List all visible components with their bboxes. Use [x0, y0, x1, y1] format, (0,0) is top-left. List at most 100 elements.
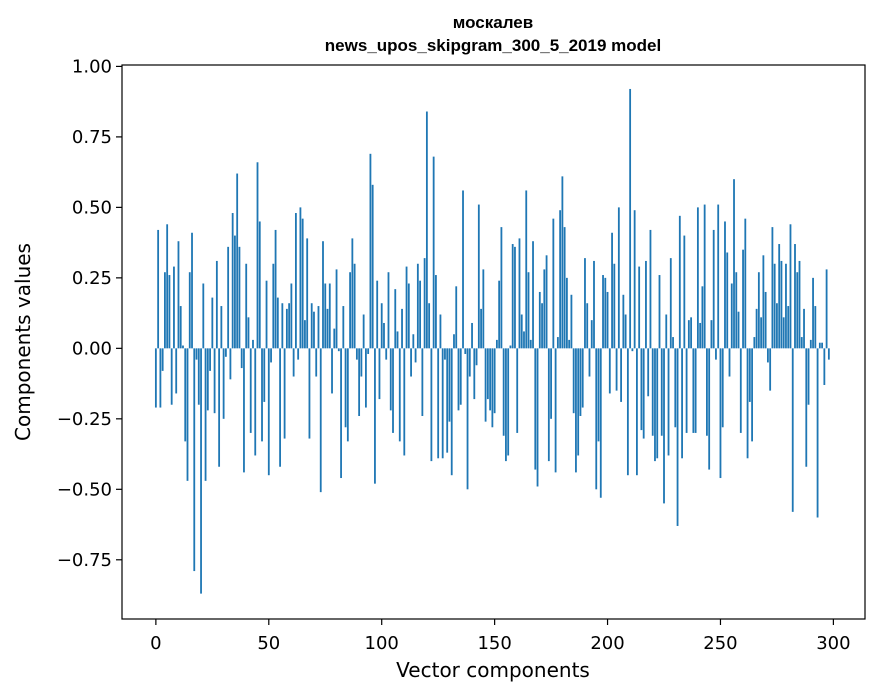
bar-107: [396, 331, 399, 349]
bar-125: [437, 348, 440, 459]
bar-204: [615, 348, 618, 391]
bar-198: [602, 275, 604, 349]
bar-2: [159, 348, 162, 408]
bar-288: [805, 348, 808, 467]
x-axis-ticks: 0 50 100 150 200 250 300: [150, 619, 851, 654]
chart-title-line-1: москалев: [453, 13, 533, 32]
bar-13: [184, 348, 187, 442]
bar-268: [760, 317, 763, 349]
bar-92: [362, 314, 365, 349]
bar-170: [538, 291, 541, 349]
bar-118: [421, 348, 424, 416]
bar-132: [453, 334, 455, 349]
bar-241: [699, 322, 702, 349]
bar-240: [696, 207, 699, 349]
bar-234: [683, 235, 686, 349]
bar-151: [495, 339, 498, 349]
bar-74: [322, 241, 324, 349]
bar-267: [757, 272, 760, 349]
bar-168: [534, 348, 537, 470]
bar-293: [816, 348, 819, 518]
bar-275: [776, 303, 778, 349]
bar-214: [638, 266, 641, 349]
bar-18: [195, 348, 198, 360]
bar-178: [556, 337, 559, 349]
bar-179: [559, 210, 562, 349]
bar-289: [807, 348, 810, 405]
bar-115: [414, 348, 417, 363]
bar-166: [529, 339, 532, 349]
bar-158: [511, 244, 514, 349]
bar-53: [274, 229, 277, 349]
bar-21: [202, 283, 205, 349]
bar-136: [462, 190, 464, 349]
bar-149: [491, 348, 494, 428]
y-axis-ticks: −0.75 −0.50 −0.25 0.00 0.25 0.50 0.75 1.00: [57, 56, 122, 571]
bar-247: [712, 229, 715, 349]
bar-146: [484, 348, 487, 422]
bar-44: [254, 348, 257, 456]
bar-200: [606, 291, 609, 349]
bar-195: [595, 348, 598, 490]
bar-156: [507, 348, 510, 456]
bar-287: [803, 308, 805, 349]
bar-22: [204, 348, 207, 481]
bar-171: [541, 303, 543, 349]
bar-208: [624, 314, 627, 349]
bar-153: [500, 227, 503, 349]
bar-273: [771, 227, 774, 349]
bar-206: [620, 348, 622, 402]
bar-7: [170, 348, 173, 405]
bar-105: [392, 348, 394, 433]
bar-49: [265, 280, 268, 349]
x-tick-label: 150: [477, 633, 511, 654]
x-tick-label: 300: [816, 633, 850, 654]
bar-71: [315, 348, 318, 377]
bar-177: [554, 348, 557, 473]
bar-141: [473, 348, 476, 400]
bar-138: [466, 348, 469, 490]
bar-144: [480, 308, 482, 349]
bar-233: [681, 348, 683, 459]
bar-147: [486, 348, 489, 400]
y-tick-label: 0.75: [72, 127, 112, 148]
bar-0: [154, 348, 157, 408]
bar-228: [669, 258, 672, 349]
bar-169: [536, 348, 539, 487]
bar-123: [432, 156, 435, 349]
bar-63: [297, 348, 300, 360]
bar-152: [498, 280, 501, 349]
bar-143: [477, 204, 480, 349]
bar-38: [240, 348, 243, 369]
bar-218: [647, 348, 650, 397]
bar-15: [188, 272, 191, 349]
bar-104: [389, 348, 392, 411]
bar-250: [719, 348, 722, 479]
bar-127: [441, 348, 444, 459]
bar-197: [599, 348, 602, 498]
bar-46: [258, 221, 261, 349]
bar-225: [663, 348, 665, 504]
bar-43: [252, 339, 254, 349]
bar-61: [292, 348, 295, 377]
bar-292: [814, 306, 817, 349]
bar-224: [660, 348, 663, 436]
bar-9: [175, 348, 178, 394]
y-tick-label: 0.00: [72, 338, 112, 359]
bar-297: [825, 269, 828, 349]
bar-184: [570, 294, 573, 349]
bar-185: [572, 348, 575, 414]
bar-253: [726, 252, 729, 349]
bar-112: [407, 283, 410, 349]
bar-181: [563, 227, 566, 349]
bar-80: [335, 269, 338, 349]
bar-285: [798, 260, 801, 349]
bar-68: [308, 348, 311, 439]
bar-211: [631, 348, 634, 352]
bar-121: [428, 303, 431, 349]
bar-3: [161, 348, 164, 371]
x-tick-label: 100: [365, 633, 399, 654]
bar-251: [721, 348, 724, 428]
bar-259: [739, 348, 742, 433]
